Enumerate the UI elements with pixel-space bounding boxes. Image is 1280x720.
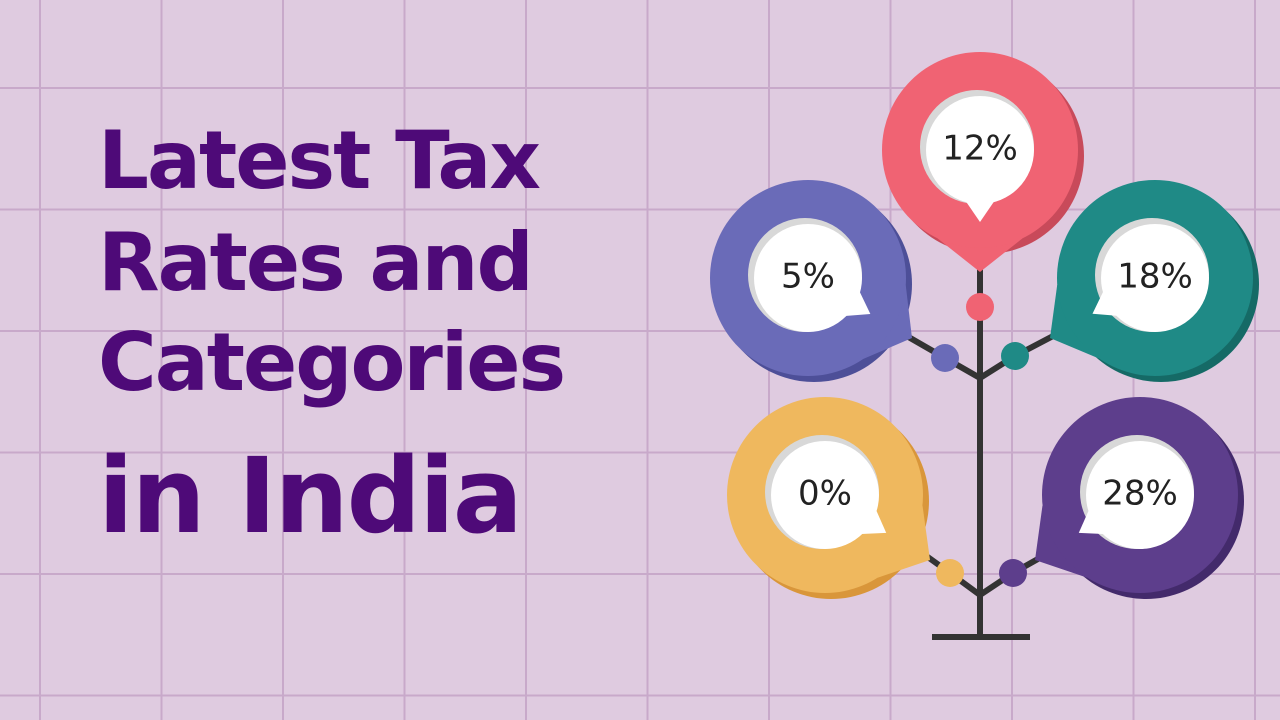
bubble-inner <box>1101 224 1209 332</box>
title-line: Latest Tax <box>98 114 540 207</box>
branch-dot <box>1001 342 1029 370</box>
branch-dot <box>999 559 1027 587</box>
bubble: 18% <box>1050 180 1259 382</box>
rate-label: 28% <box>1102 474 1178 514</box>
bubble-tail <box>937 238 1023 272</box>
bubble: 5% <box>710 180 912 382</box>
branch-dot <box>931 344 959 372</box>
rate-label: 12% <box>942 129 1018 169</box>
title-line: in India <box>98 435 521 557</box>
bubble: 12% <box>882 52 1084 272</box>
rate-label: 18% <box>1117 257 1193 297</box>
title: Latest Tax Rates and Categories in India <box>98 114 566 557</box>
bubbles: 12% 5% 18% 0% 28% <box>710 52 1259 599</box>
bubble-inner <box>771 441 879 549</box>
rate-label: 0% <box>798 474 852 514</box>
branch-dot <box>966 293 994 321</box>
rate-label: 5% <box>781 257 835 297</box>
bubble-inner <box>754 224 862 332</box>
bubble-inner <box>926 96 1034 204</box>
title-line: Rates and <box>98 216 532 309</box>
bubble: 28% <box>1035 397 1244 599</box>
title-line: Categories <box>98 316 564 409</box>
branch-dot <box>936 559 964 587</box>
bubble: 0% <box>727 397 930 599</box>
bubble-inner <box>1086 441 1194 549</box>
